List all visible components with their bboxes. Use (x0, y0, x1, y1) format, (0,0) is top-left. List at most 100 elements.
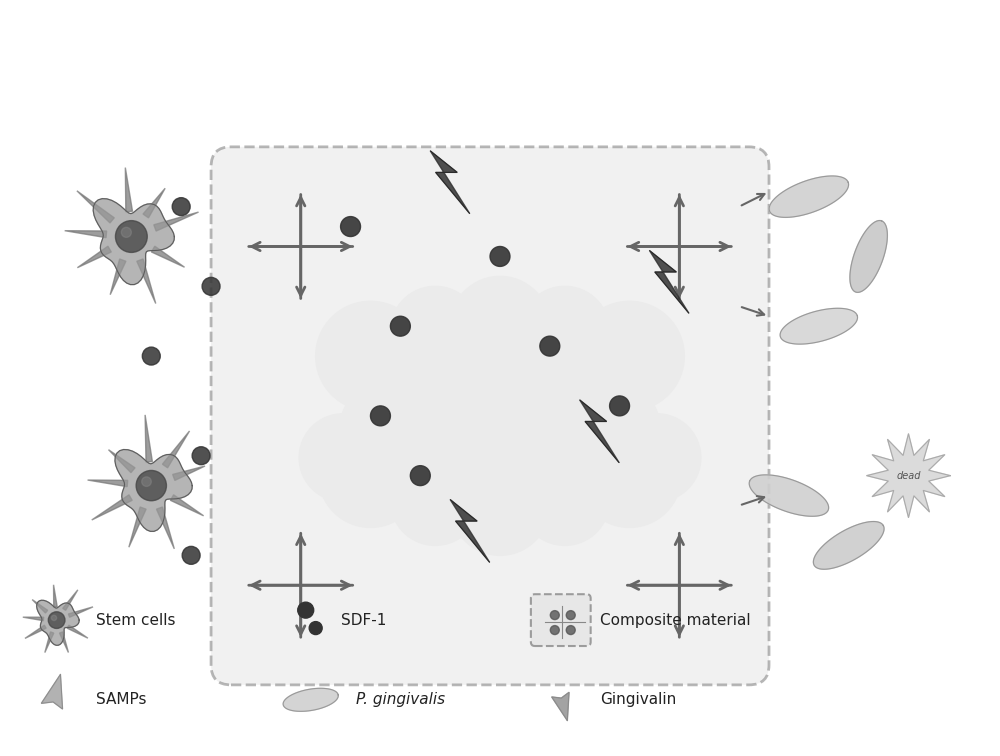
Circle shape (482, 318, 578, 414)
Text: Composite material: Composite material (600, 612, 750, 627)
Circle shape (202, 277, 220, 296)
Circle shape (548, 376, 661, 489)
Circle shape (566, 625, 575, 634)
Circle shape (520, 287, 610, 376)
Circle shape (397, 315, 498, 416)
Circle shape (520, 456, 610, 545)
Polygon shape (813, 522, 884, 569)
FancyBboxPatch shape (531, 594, 591, 646)
FancyBboxPatch shape (211, 147, 769, 685)
Circle shape (437, 353, 563, 479)
Circle shape (410, 466, 430, 485)
Text: dead: dead (896, 471, 921, 481)
Polygon shape (88, 480, 128, 487)
Polygon shape (780, 308, 858, 344)
Polygon shape (649, 250, 689, 313)
Circle shape (339, 376, 452, 489)
Polygon shape (45, 632, 54, 652)
Polygon shape (145, 415, 152, 462)
Polygon shape (580, 400, 619, 463)
Polygon shape (162, 431, 190, 468)
Circle shape (341, 217, 361, 237)
Circle shape (375, 361, 485, 471)
Circle shape (319, 424, 422, 528)
Polygon shape (32, 600, 48, 613)
Polygon shape (54, 585, 57, 607)
Polygon shape (850, 221, 887, 293)
Polygon shape (154, 212, 199, 231)
Polygon shape (25, 625, 46, 638)
Circle shape (48, 612, 65, 628)
Circle shape (450, 456, 550, 556)
Circle shape (540, 336, 560, 356)
Circle shape (550, 625, 559, 634)
Circle shape (136, 470, 166, 500)
Polygon shape (77, 191, 114, 223)
Polygon shape (63, 590, 78, 610)
Polygon shape (552, 692, 569, 720)
Circle shape (447, 430, 553, 535)
Circle shape (490, 246, 510, 266)
Polygon shape (93, 199, 174, 284)
Circle shape (578, 424, 681, 528)
Circle shape (440, 356, 560, 476)
Polygon shape (68, 607, 93, 617)
Polygon shape (137, 259, 156, 304)
Circle shape (182, 547, 200, 564)
Text: SAMPs: SAMPs (96, 692, 147, 708)
Polygon shape (450, 500, 490, 562)
Circle shape (299, 414, 387, 502)
Polygon shape (173, 466, 205, 480)
Circle shape (316, 302, 425, 411)
Polygon shape (769, 176, 849, 218)
Circle shape (390, 456, 480, 545)
Circle shape (550, 346, 649, 446)
Circle shape (422, 418, 518, 513)
Polygon shape (151, 246, 185, 267)
Circle shape (51, 615, 57, 621)
Polygon shape (283, 688, 338, 711)
Text: Stem cells: Stem cells (96, 612, 176, 627)
Polygon shape (65, 231, 107, 237)
Polygon shape (125, 168, 133, 212)
Polygon shape (23, 617, 44, 621)
Circle shape (550, 611, 559, 620)
Circle shape (613, 414, 701, 502)
Polygon shape (41, 674, 63, 709)
Circle shape (370, 406, 390, 426)
Circle shape (351, 346, 450, 446)
Circle shape (298, 603, 314, 618)
Polygon shape (129, 507, 146, 547)
Polygon shape (170, 494, 204, 516)
Circle shape (422, 318, 518, 414)
Polygon shape (143, 188, 165, 218)
Circle shape (482, 418, 578, 513)
Circle shape (515, 361, 625, 471)
Circle shape (390, 316, 410, 336)
Polygon shape (59, 632, 68, 652)
Circle shape (450, 277, 550, 376)
Polygon shape (67, 625, 88, 638)
Polygon shape (110, 259, 126, 295)
Circle shape (192, 447, 210, 465)
Circle shape (121, 228, 131, 237)
Circle shape (566, 611, 575, 620)
Polygon shape (749, 475, 829, 516)
Circle shape (309, 621, 322, 634)
Circle shape (172, 197, 190, 215)
Text: SDF-1: SDF-1 (341, 612, 386, 627)
Polygon shape (156, 507, 174, 549)
Polygon shape (92, 494, 132, 520)
Text: Gingivalin: Gingivalin (600, 692, 676, 708)
Polygon shape (115, 450, 192, 531)
Circle shape (390, 287, 480, 376)
Text: P. gingivalis: P. gingivalis (356, 692, 445, 708)
Circle shape (610, 396, 630, 416)
Circle shape (575, 302, 684, 411)
Circle shape (502, 315, 603, 416)
Polygon shape (108, 450, 135, 472)
Polygon shape (77, 246, 111, 268)
Polygon shape (430, 151, 470, 214)
Polygon shape (37, 600, 79, 646)
Circle shape (142, 347, 160, 365)
